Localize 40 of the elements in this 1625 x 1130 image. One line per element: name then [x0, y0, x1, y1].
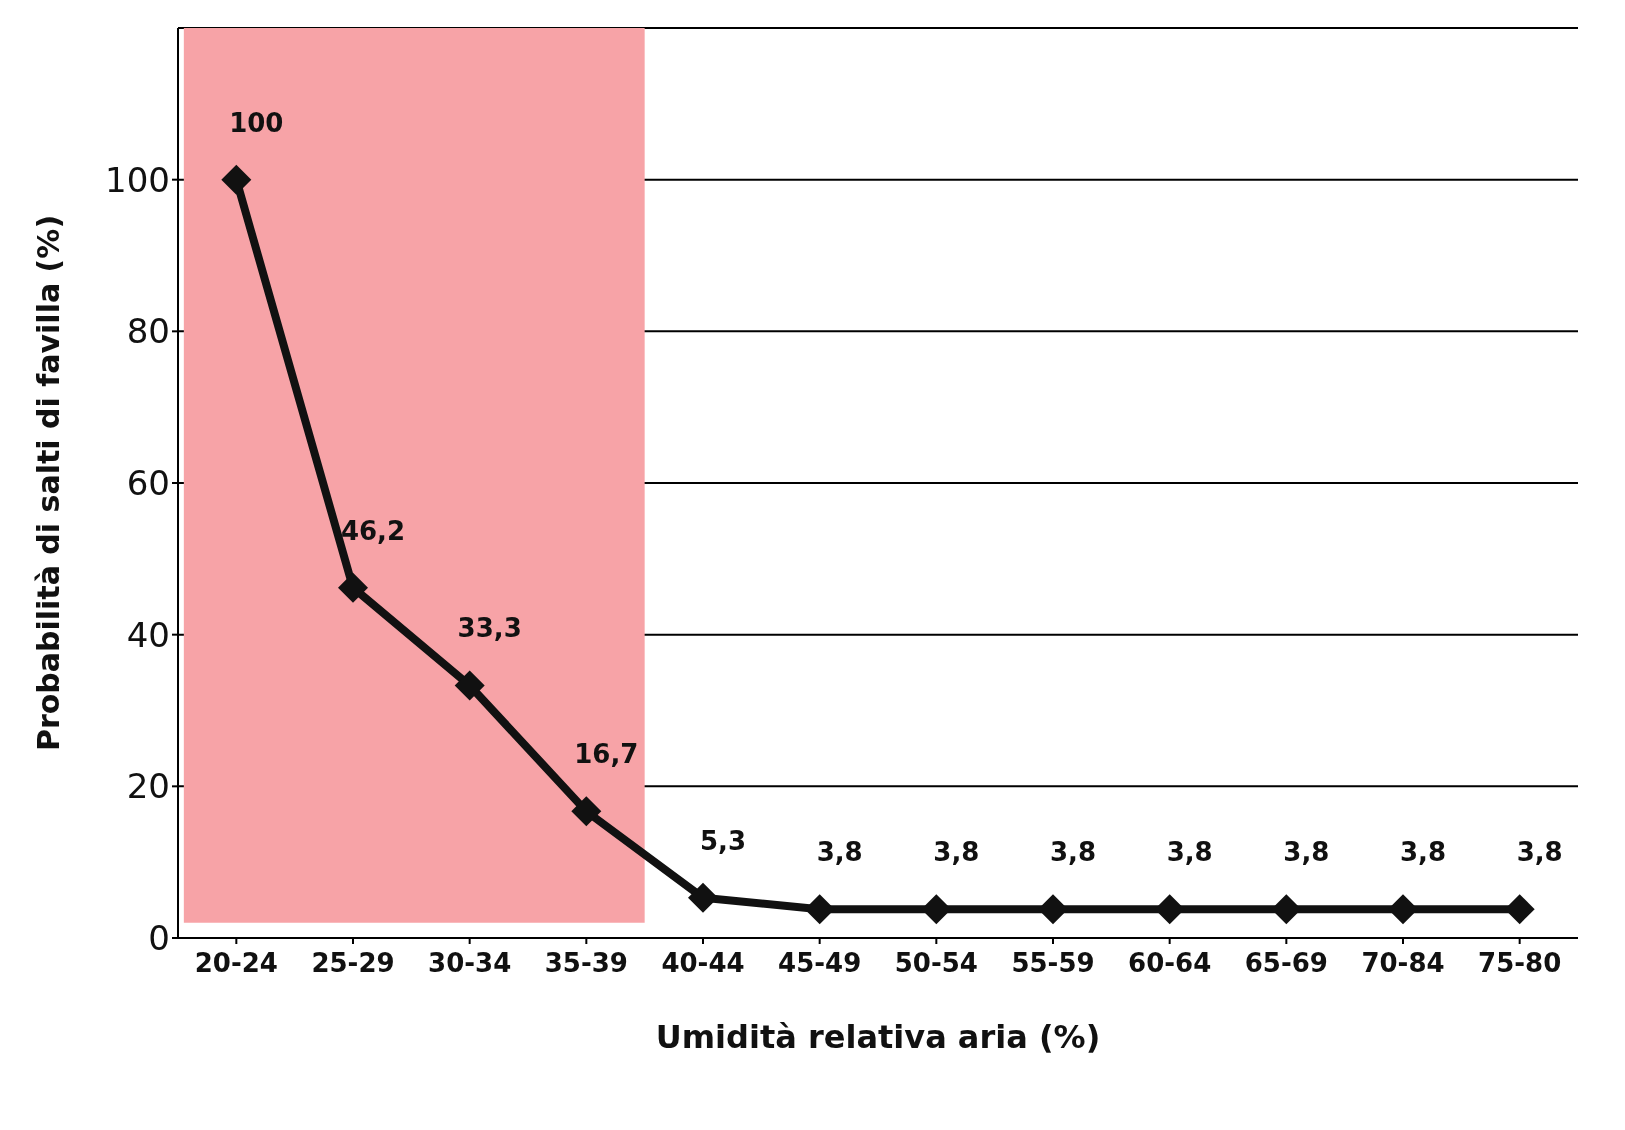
point [804, 894, 835, 925]
x-tick-label: 40-44 [661, 948, 745, 979]
x-tick-label: 45-49 [778, 948, 862, 979]
text: 3,8 [1166, 837, 1213, 868]
x-tick-label: 70-84 [1361, 948, 1445, 979]
text: 3,8 [1516, 837, 1563, 868]
point [1038, 894, 1068, 925]
text: 100 [229, 107, 284, 138]
y-tick-label: 100 [105, 159, 170, 200]
text: 3,8 [816, 837, 863, 868]
point [454, 670, 485, 701]
y-tick-label: 80 [126, 311, 170, 352]
x-tick-label: 55-59 [1011, 948, 1095, 979]
x-tick-label: 60-64 [1128, 948, 1212, 979]
x-tick-label: 65-69 [1244, 948, 1328, 979]
text: 33,3 [457, 613, 522, 644]
text: 3,8 [1399, 837, 1447, 868]
x-axis-title: Umidità relativa aria (%) [655, 1018, 1101, 1056]
y-tick-label: 60 [126, 463, 170, 504]
point [571, 796, 602, 827]
text: 5,3 [699, 825, 747, 856]
text: 3,8 [933, 837, 980, 868]
text: 3,8 [1283, 837, 1330, 868]
y-tick-label: 40 [126, 614, 170, 655]
point [338, 572, 368, 603]
point [1388, 894, 1418, 925]
x-tick-label: 25-29 [311, 948, 395, 979]
text: 16,7 [574, 739, 639, 770]
y-axis-title: Probabilità di salti di favilla (%) [30, 214, 66, 752]
point [688, 882, 718, 913]
text: 3,8 [1049, 837, 1097, 868]
x-tick-label: 30-34 [428, 948, 512, 979]
point [221, 164, 252, 195]
y-tick-label: 0 [148, 918, 170, 959]
x-tick-label: 50-54 [894, 948, 978, 979]
x-tick-label: 20-24 [194, 948, 278, 979]
x-tick-label: 75-80 [1478, 948, 1562, 979]
text: 46,2 [340, 515, 406, 546]
y-tick-label: 20 [126, 766, 170, 807]
x-tick-label: 35-39 [544, 948, 628, 979]
